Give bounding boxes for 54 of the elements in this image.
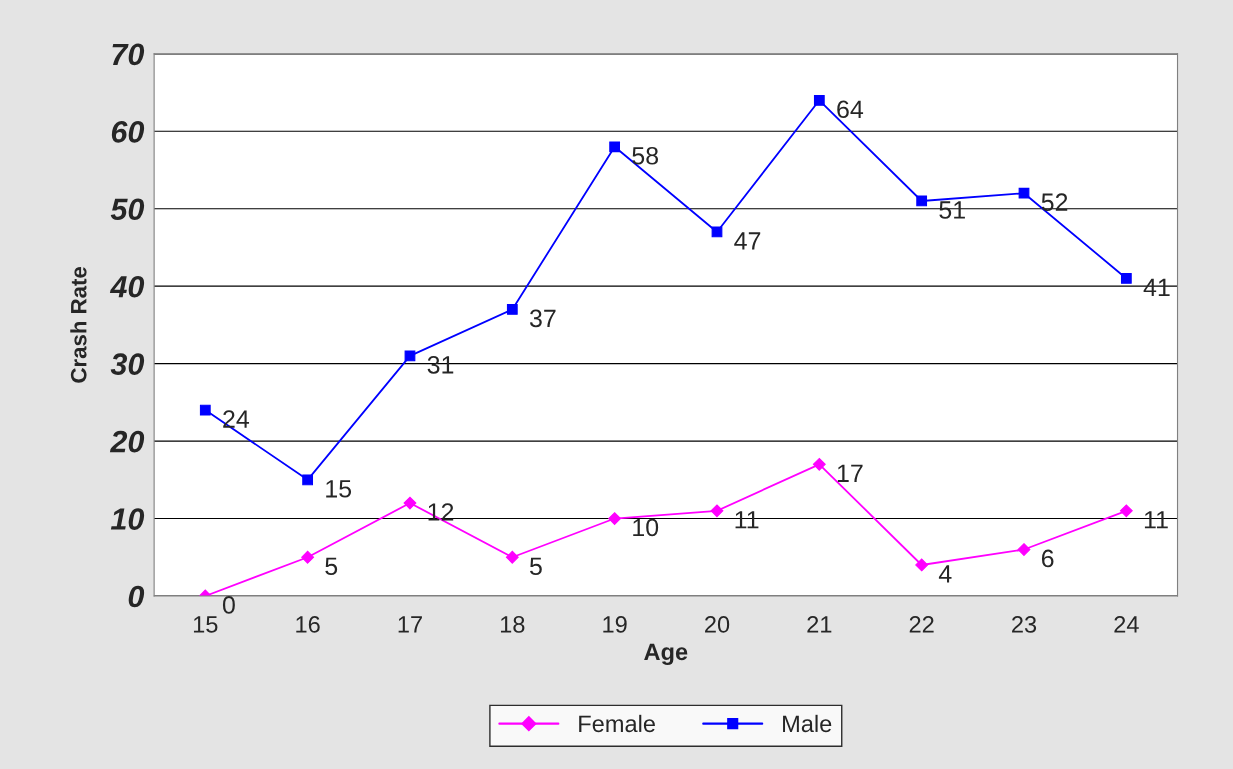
x-tick-label: 24 (1114, 616, 1139, 633)
x-tick-label: 22 (909, 616, 934, 633)
point (301, 550, 315, 564)
legend-label: Female (579, 714, 655, 733)
x-tick-label: 18 (500, 616, 525, 633)
y-tick-label: 50 (110, 198, 145, 221)
y-tick-label: 30 (110, 353, 145, 375)
data-label: 37 (529, 309, 556, 328)
x-tick-label: 19 (603, 616, 627, 633)
data-label: 12 (428, 503, 454, 521)
point (1119, 504, 1133, 518)
y-tick-label: 20 (109, 430, 145, 453)
point (915, 558, 929, 572)
data-label: 17 (837, 464, 863, 482)
y-axis-title: Crash Rate (70, 266, 87, 383)
data-label: 24 (223, 410, 250, 428)
data-label: 4 (938, 565, 952, 583)
point (403, 496, 417, 510)
point (505, 550, 519, 564)
y-tick-label: 0 (128, 585, 145, 608)
x-tick-label: 17 (398, 616, 422, 633)
data-label: 5 (529, 557, 542, 576)
y-tick-label: 60 (111, 121, 145, 143)
x-tick-label: 16 (296, 616, 320, 633)
x-tick-label: 23 (1012, 616, 1037, 633)
data-label: 5 (325, 557, 338, 576)
y-tick-label: 40 (109, 275, 145, 298)
legend-label: Male (783, 714, 832, 733)
data-label: 52 (1041, 193, 1068, 212)
point (506, 304, 518, 315)
point (1018, 187, 1030, 199)
x-axis-title: Age (644, 643, 688, 665)
point (1017, 543, 1031, 556)
point (609, 141, 621, 153)
y-tick-label: 10 (110, 508, 145, 530)
data-label: 6 (1041, 549, 1054, 568)
point (199, 404, 211, 416)
point (812, 457, 826, 471)
x-tick-label: 20 (705, 616, 730, 633)
x-tick-label: 15 (193, 616, 218, 633)
point (916, 195, 928, 207)
data-label: 15 (326, 480, 352, 498)
point (1120, 273, 1132, 284)
data-label: 0 (222, 596, 235, 614)
x-tick-label: 21 (807, 616, 832, 633)
data-label: 10 (633, 518, 659, 537)
point (813, 94, 825, 106)
point (710, 504, 724, 518)
y-tick-label: 70 (112, 43, 145, 66)
data-label: 64 (837, 100, 864, 119)
point (302, 474, 314, 486)
data-label: 47 (734, 232, 761, 250)
point (608, 512, 622, 525)
data-label: 58 (632, 146, 659, 165)
